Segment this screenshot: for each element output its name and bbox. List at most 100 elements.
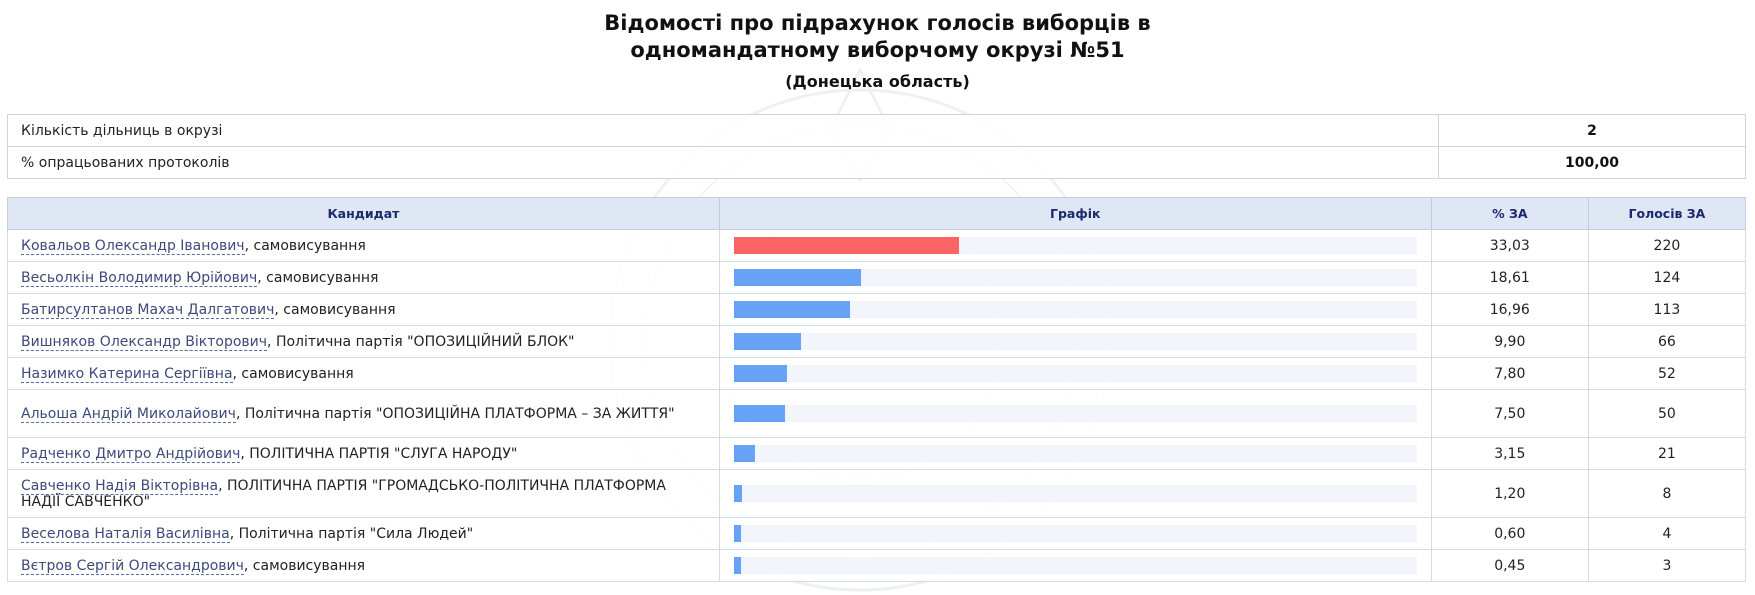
graph-cell (718, 261, 1432, 294)
candidate-row: Вишняков Олександр Вікторович, Політична… (7, 325, 1747, 358)
region-subtitle: (Донецька область) (785, 72, 970, 91)
percent-cell: 9,90 (1430, 325, 1589, 358)
votes-cell: 113 (1587, 293, 1747, 326)
graph-cell (718, 549, 1432, 582)
percent-cell: 16,96 (1430, 293, 1589, 326)
bar-track (733, 333, 1417, 350)
candidate-row: Ковальов Олександр Іванович, самовисуван… (7, 229, 1747, 262)
graph-cell (718, 469, 1432, 518)
summary-value: 2 (1438, 114, 1746, 147)
candidate-cell: Радченко Дмитро Андрійович, ПОЛІТИЧНА ПА… (7, 437, 720, 470)
header-graph: Графік (718, 197, 1432, 230)
percent-cell: 0,45 (1430, 549, 1589, 582)
candidate-cell: Веселова Наталія Василівна, Політична па… (7, 517, 720, 550)
candidate-name-link[interactable]: Вишняков Олександр Вікторович (21, 333, 268, 351)
vote-bar (733, 365, 788, 382)
bar-track (733, 269, 1417, 286)
candidate-row: Альоша Андрій Миколайович, Політична пар… (7, 389, 1747, 438)
vote-bar (733, 301, 850, 318)
candidate-name-link[interactable]: Веселова Наталія Василівна (21, 525, 230, 543)
percent-cell: 7,80 (1430, 357, 1589, 390)
percent-cell: 0,60 (1430, 517, 1589, 550)
header-percent: % ЗА (1430, 197, 1589, 230)
candidate-cell: Батирсултанов Махач Далгатович, самовису… (7, 293, 720, 326)
summary-row: % опрацьованих протоколів 100,00 (7, 146, 1746, 179)
votes-cell: 4 (1587, 517, 1747, 550)
candidate-party: , самовисування (232, 365, 354, 382)
bar-track (733, 301, 1417, 318)
graph-cell (718, 517, 1432, 550)
summary-row: Кількість дільниць в окрузі 2 (7, 114, 1746, 147)
candidate-name-link[interactable]: Савченко Надія Вікторівна (21, 477, 219, 495)
candidate-row: Назимко Катерина Сергіївна, самовисуванн… (7, 357, 1747, 390)
vote-bar (733, 333, 802, 350)
votes-cell: 66 (1587, 325, 1747, 358)
vote-bar (733, 485, 743, 502)
votes-cell: 3 (1587, 549, 1747, 582)
votes-cell: 124 (1587, 261, 1747, 294)
summary-table: Кількість дільниць в окрузі 2 % опрацьов… (7, 114, 1746, 179)
candidate-name-link[interactable]: Весьолкін Володимир Юрійович (21, 269, 258, 287)
bar-track (733, 525, 1417, 542)
candidate-row: Батирсултанов Махач Далгатович, самовису… (7, 293, 1747, 326)
candidate-party: , самовисування (274, 301, 396, 318)
bar-track (733, 485, 1417, 502)
candidate-party: , Політична партія "Сила Людей" (229, 525, 474, 542)
results-table: Кандидат Графік % ЗА Голосів ЗА Ковальов… (7, 197, 1747, 582)
votes-cell: 52 (1587, 357, 1747, 390)
votes-cell: 50 (1587, 389, 1747, 438)
vote-bar (733, 405, 786, 422)
vote-bar (733, 525, 742, 542)
bar-track (733, 557, 1417, 574)
candidate-party: , ПОЛІТИЧНА ПАРТІЯ "ГРОМАДСЬКО-ПОЛІТИЧНА… (21, 477, 666, 510)
candidate-party: , ПОЛІТИЧНА ПАРТІЯ "СЛУГА НАРОДУ" (240, 445, 518, 462)
candidate-row: Радченко Дмитро Андрійович, ПОЛІТИЧНА ПА… (7, 437, 1747, 470)
candidate-cell: Вєтров Сергій Олександрович, самовисуван… (7, 549, 720, 582)
graph-cell (718, 357, 1432, 390)
percent-cell: 18,61 (1430, 261, 1589, 294)
candidate-party: , самовисування (244, 237, 366, 254)
percent-cell: 3,15 (1430, 437, 1589, 470)
graph-cell (718, 389, 1432, 438)
graph-cell (718, 293, 1432, 326)
percent-cell: 7,50 (1430, 389, 1589, 438)
summary-label: % опрацьованих протоколів (7, 146, 1439, 179)
bar-track (733, 365, 1417, 382)
candidate-party: , самовисування (243, 557, 366, 574)
candidate-cell: Весьолкін Володимир Юрійович, самовисува… (7, 261, 720, 294)
candidate-cell: Вишняков Олександр Вікторович, Політична… (7, 325, 720, 358)
bar-track (733, 445, 1417, 462)
candidate-name-link[interactable]: Ковальов Олександр Іванович (21, 237, 245, 255)
candidate-name-link[interactable]: Назимко Катерина Сергіївна (21, 365, 233, 383)
page-title: Відомості про підрахунок голосів виборці… (604, 11, 1151, 62)
percent-cell: 33,03 (1430, 229, 1589, 262)
candidate-cell: Савченко Надія Вікторівна, ПОЛІТИЧНА ПАР… (7, 469, 720, 518)
percent-cell: 1,20 (1430, 469, 1589, 518)
candidate-row: Савченко Надія Вікторівна, ПОЛІТИЧНА ПАР… (7, 469, 1747, 518)
candidate-name-link[interactable]: Радченко Дмитро Андрійович (21, 445, 241, 463)
candidate-party: , Політична партія "ОПОЗИЦІЙНА ПЛАТФОРМА… (235, 405, 675, 422)
candidate-name-link[interactable]: Вєтров Сергій Олександрович (21, 557, 244, 575)
bar-track (733, 405, 1417, 422)
candidate-cell: Альоша Андрій Миколайович, Політична пар… (7, 389, 720, 438)
candidate-name-link[interactable]: Батирсултанов Махач Далгатович (21, 301, 275, 319)
votes-cell: 8 (1587, 469, 1747, 518)
summary-label: Кількість дільниць в окрузі (7, 114, 1439, 147)
candidate-cell: Ковальов Олександр Іванович, самовисуван… (7, 229, 720, 262)
candidate-party: , Політична партія "ОПОЗИЦІЙНИЙ БЛОК" (267, 333, 575, 350)
candidate-party: , самовисування (257, 269, 379, 286)
summary-value: 100,00 (1438, 146, 1746, 179)
graph-cell (718, 325, 1432, 358)
vote-bar (733, 445, 756, 462)
vote-bar (733, 269, 861, 286)
candidate-row: Вєтров Сергій Олександрович, самовисуван… (7, 549, 1747, 582)
graph-cell (718, 229, 1432, 262)
candidate-name-link[interactable]: Альоша Андрій Миколайович (21, 405, 236, 423)
candidate-cell: Назимко Катерина Сергіївна, самовисуванн… (7, 357, 720, 390)
candidate-row: Веселова Наталія Василівна, Політична па… (7, 517, 1747, 550)
votes-cell: 21 (1587, 437, 1747, 470)
graph-cell (718, 437, 1432, 470)
bar-track (733, 237, 1417, 254)
header-candidate: Кандидат (7, 197, 720, 230)
vote-bar (733, 557, 742, 574)
